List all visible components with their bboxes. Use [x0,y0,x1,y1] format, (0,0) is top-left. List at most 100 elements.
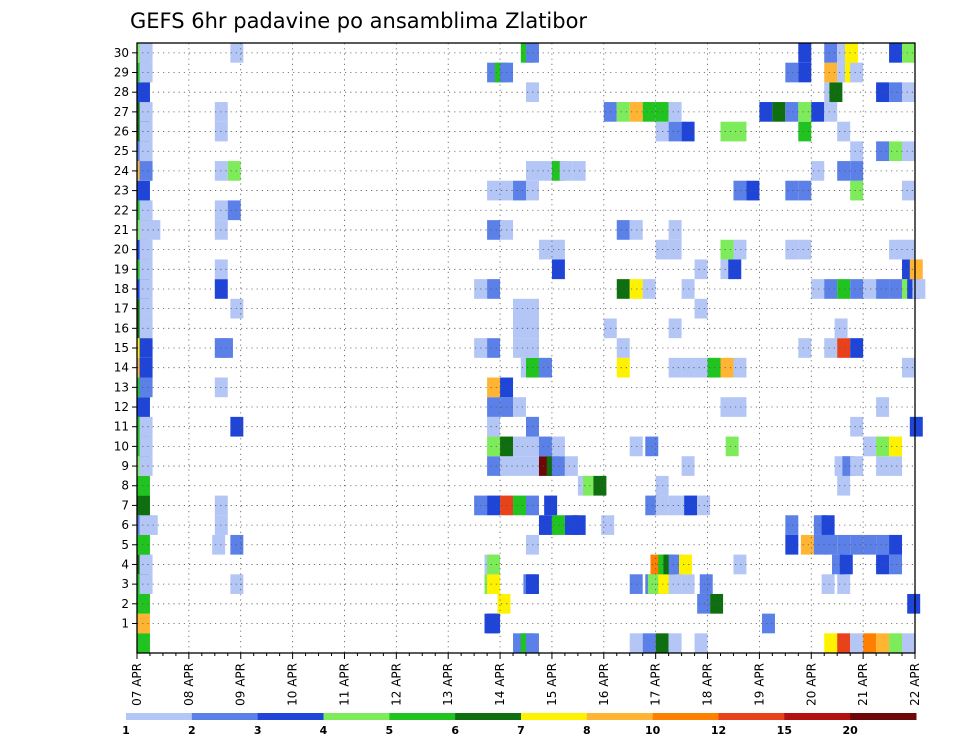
cell-m24-241 [538,161,552,181]
cell-m5-43 [785,534,799,555]
colorbar: 1 2 3 4 5 6 7 8 10 12 15 20 [122,713,917,737]
cell-m7-76 [684,495,698,516]
cell-m2-7 [710,593,724,614]
cell-m14-134 [139,357,153,378]
cell-m5-46 [824,534,838,555]
cell-m10-106 [538,436,552,457]
cell-m20-208 [785,239,799,260]
y-tick-label-23: 23 [114,184,129,198]
y-tick-label-25: 25 [114,144,129,158]
cell-m15-155 [798,338,812,358]
cell-m25-249 [139,141,153,162]
cell-m6-63 [821,515,835,535]
cell-m27-275 [785,102,799,122]
cell-m27-272 [668,102,682,122]
cell-m0-314 [655,633,669,653]
cell-m23-232 [785,180,799,201]
cell-m9-88 [513,456,526,476]
cell-m27-274 [772,102,786,122]
y-tick-label-5: 5 [121,538,129,552]
cell-m2-6 [697,593,711,614]
cell-m27-277 [811,102,825,122]
cell-m7-67 [487,495,501,516]
y-tick-label-24: 24 [114,164,129,178]
cell-m10-111 [863,436,877,457]
cell-m27-271 [655,102,669,122]
colorbar-swatch-5 [455,713,522,720]
cell-m22-222 [139,200,153,221]
cell-m3-19 [658,574,672,594]
cell-m11-115 [139,416,153,437]
cell-m26-260 [720,121,734,142]
cell-m4-32 [668,554,682,575]
cell-m3-24 [837,574,851,594]
y-axis: 1234567891011121314151617181920212223242… [114,46,137,630]
cell-m27-268 [616,102,630,122]
cell-m26-258 [668,121,682,142]
cell-m13-131 [487,377,501,398]
cell-m15-154 [616,338,630,358]
cell-m0-321 [876,633,890,653]
cell-m7-77 [697,495,711,516]
y-tick-label-14: 14 [114,361,129,375]
cell-m0-323 [902,633,915,653]
cell-m28-285 [902,82,915,103]
cell-m5-39 [137,534,150,555]
y-tick-label-15: 15 [114,341,129,355]
cell-m14-137 [538,357,552,378]
cell-m20-201 [139,239,153,260]
cell-m4-37 [876,554,890,575]
cell-m14-145 [902,357,915,378]
x-tick-label-6: 13 APR [441,663,455,706]
x-tick-label-3: 10 APR [286,663,300,706]
cell-m8-83 [837,475,851,496]
cell-m2-8 [907,593,921,614]
cell-m14-143 [720,357,734,378]
cell-m14-138 [616,357,630,378]
cell-m0-320 [863,633,877,653]
y-tick-label-11: 11 [114,420,129,434]
cell-m16-160 [139,318,153,339]
colorbar-label-8: 8 [583,724,591,737]
cell-m10-113 [889,436,903,457]
y-tick-label-3: 3 [121,577,129,591]
cell-m21-214 [147,220,161,240]
cell-m20-206 [720,239,734,260]
cell-m21-218 [616,220,630,240]
cell-m18-186 [876,279,890,299]
colorbar-label-7: 7 [517,724,525,737]
cell-m5-48 [850,534,864,555]
cell-m23-231 [746,180,760,201]
cell-m15-157 [837,338,851,358]
cell-m30-298 [139,43,153,63]
cell-m6-61 [785,515,799,535]
cell-m5-44 [800,534,814,555]
cell-m6-60 [601,515,615,535]
colorbar-label-12: 12 [711,724,726,737]
colorbar-swatch-0 [126,713,193,720]
cell-m8-82 [655,475,669,496]
cell-m15-152 [513,338,526,358]
cell-m1-3 [761,613,775,634]
cell-m17-167 [139,298,153,319]
cell-m15-158 [850,338,864,358]
cell-m3-21 [681,574,695,594]
cell-m7-69 [513,495,526,516]
cell-m24-239 [227,161,241,181]
cell-m17-171 [694,298,708,319]
cell-m4-38 [889,554,903,575]
colorbar-label-15: 15 [777,724,792,737]
cell-m20-211 [902,239,915,260]
cell-m10-101 [139,436,153,457]
cell-m4-34 [733,554,747,575]
cell-m23-226 [487,180,501,201]
cell-m15-156 [824,338,838,358]
cell-m23-235 [902,180,915,201]
y-tick-label-18: 18 [114,282,129,296]
colorbar-swatch-2 [257,713,324,720]
cell-m18-179 [642,279,656,299]
cell-m19-192 [139,259,153,280]
cell-m4-36 [839,554,853,575]
cell-m7-72 [645,495,659,516]
